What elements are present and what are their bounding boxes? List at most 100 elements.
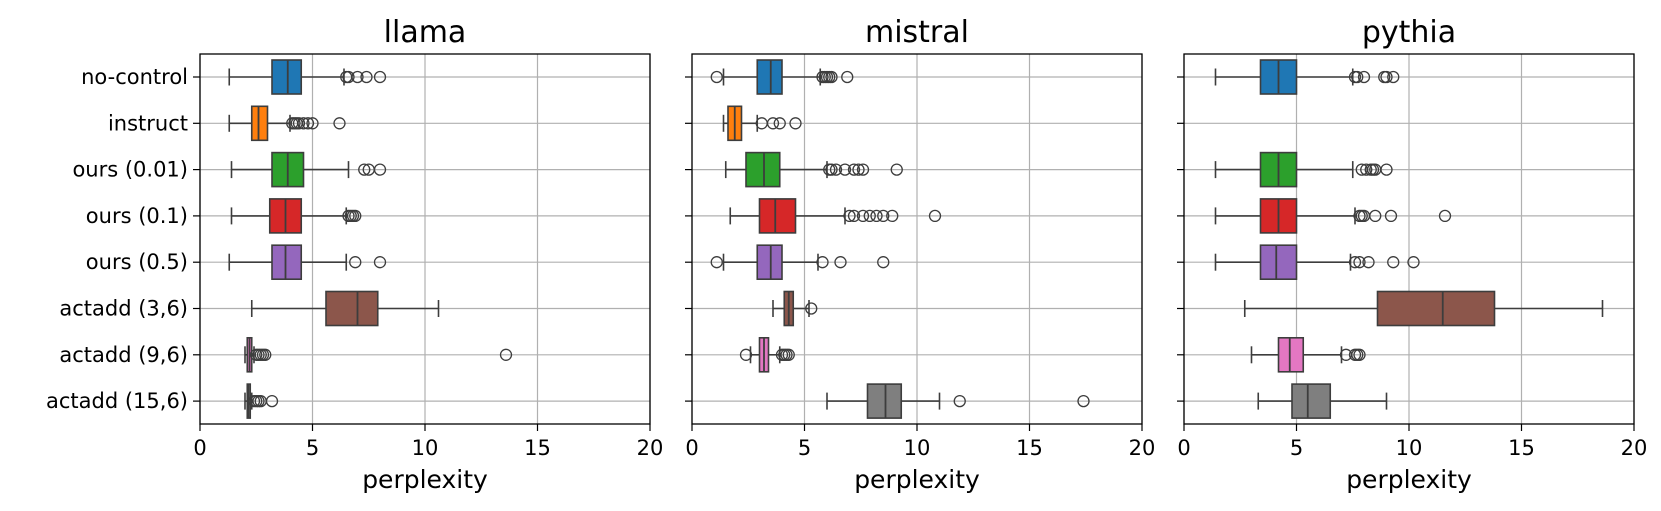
box-ours-0-5 [710,244,890,280]
category-label: actadd (15,6) [46,389,188,413]
x-tick-label: 10 [412,436,439,460]
outlier-point [710,256,723,269]
outlier-point [1360,163,1373,176]
box-actadd-3-6 [1243,290,1604,327]
outlier-point [838,163,852,176]
outlier-point [1380,163,1393,176]
x-tick-label: 0 [685,436,698,460]
box-rect [250,105,269,142]
category-label: instruct [108,111,188,135]
box-instruct [722,105,802,142]
box-actadd-3-6 [250,290,440,327]
box-actadd-9-6 [1250,336,1366,373]
outlier-point [825,70,838,84]
box-no-control [228,59,387,95]
outlier-point [852,163,865,176]
outlier-point [816,256,829,269]
outlier-point [1387,70,1400,84]
x-axis-label: perplexity [362,465,488,494]
box-rect [866,383,903,419]
box-rect [756,244,783,280]
box-ours-0-1 [230,198,362,234]
category-label: no-control [81,65,188,89]
box-ours-0-5 [1214,244,1420,280]
outlier-point [301,117,315,130]
box-actadd-9-6 [244,336,513,373]
box-ours-0-1 [1214,198,1452,234]
outlier-point [1384,209,1398,223]
outlier-point [349,209,362,223]
outlier-point [890,163,903,176]
outlier-point [1438,209,1452,223]
category-label: ours (0.01) [72,158,188,182]
outlier-point [292,117,306,130]
box-ours-0-01 [1214,151,1393,188]
box-actadd-15-6 [826,383,1090,419]
box-ours-0-5 [228,244,387,280]
outlier-point [342,70,355,84]
panel-title: pythia [1362,15,1456,50]
outlier-point [773,117,786,130]
x-axis-label: perplexity [854,465,980,494]
category-label: ours (0.1) [86,204,188,228]
outlier-point [373,70,387,84]
box-ours-0-01 [724,151,903,188]
category-label: actadd (9,6) [59,343,188,367]
outlier-point [1077,394,1090,408]
outlier-point [1351,70,1364,84]
x-tick-label: 5 [798,436,811,460]
x-tick-label: 10 [1396,436,1423,460]
x-tick-label: 0 [1177,436,1190,460]
box-rect [1376,290,1496,327]
outlier-point [306,117,319,130]
x-axis-label: perplexity [1346,465,1472,494]
outlier-point [834,256,847,269]
outlier-point [863,209,876,223]
outlier-point [1362,256,1375,269]
category-label: actadd (3,6) [59,297,188,321]
x-tick-label: 5 [306,436,319,460]
outlier-point [1369,209,1382,223]
outlier-point [499,348,513,361]
category-label: ours (0.5) [86,250,188,274]
panel-title: mistral [865,15,969,50]
outlier-point [843,209,856,223]
box-actadd-15-6 [244,383,279,419]
outlier-point [373,163,387,176]
outlier-point [953,394,966,408]
panel-pythia: 0 5 10 15 20 pythia perplexity [1177,15,1647,494]
outlier-point [805,302,818,315]
outlier-point [297,117,310,130]
outlier-point [265,394,279,408]
outlier-point [782,348,795,361]
box-actadd-3-6 [772,290,818,327]
box-rect [325,290,379,327]
outlier-point [333,117,346,130]
panel-title: llama [384,15,467,50]
box-ours-0-1 [729,198,942,234]
box-rect [758,198,797,234]
x-tick-label: 15 [1508,436,1535,460]
box-rect [1259,244,1298,280]
outlier-point [856,209,870,223]
outlier-point [739,348,753,361]
outlier-point [886,209,899,223]
box-instruct [228,105,346,142]
outlier-point [856,163,870,176]
outlier-point [1407,256,1420,269]
x-tick-label: 20 [637,436,664,460]
outlier-point [1353,348,1366,361]
outlier-point [789,117,802,130]
box-rect [756,59,783,95]
outlier-point [829,163,843,176]
outlier-point [877,209,890,223]
box-rect [271,244,303,280]
outlier-point [349,256,362,269]
box-no-control [1214,59,1400,95]
box-rect [271,59,303,95]
outlier-point [1353,256,1366,269]
x-tick-label: 5 [1290,436,1303,460]
box-no-control [710,59,854,95]
x-tick-label: 20 [1129,436,1156,460]
